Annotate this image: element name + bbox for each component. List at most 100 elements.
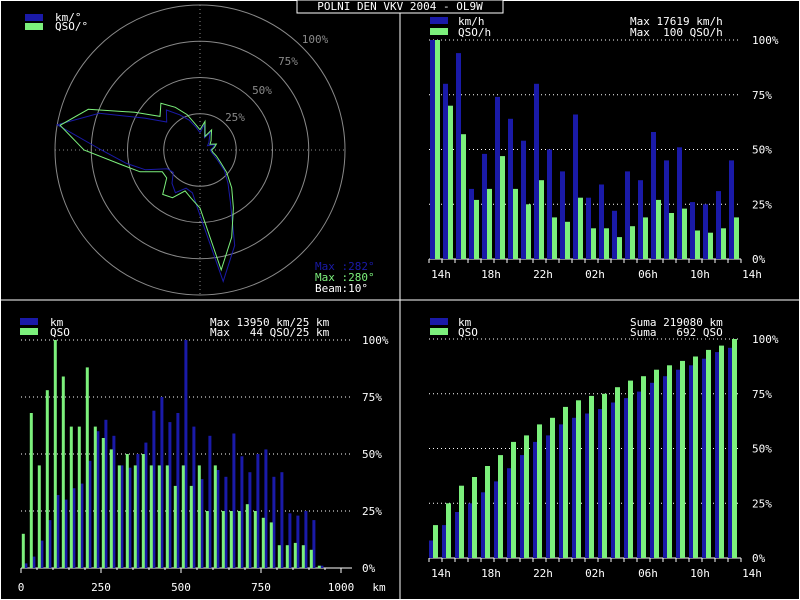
cumulative-bar-s2-19 xyxy=(680,360,685,558)
distance-chart: km QSO Max 13950 km/25 km Max 44 QSO/25 … xyxy=(18,316,389,594)
cumulative-bar-s2-22 xyxy=(719,345,724,558)
hourly-y-tick-100: 100% xyxy=(752,34,779,47)
hourly-x-tick-label-1: 18h xyxy=(481,268,501,281)
distance-bar-s2-35 xyxy=(301,545,305,568)
cumulative-bar-s2-1 xyxy=(446,503,451,559)
distance-bar-s2-3 xyxy=(45,390,49,568)
distance-bar-s1-21 xyxy=(192,426,196,568)
distance-x-tick-label-5: km xyxy=(372,581,386,594)
distance-bar-s1-2 xyxy=(40,540,44,568)
cumulative-bar-s1-6 xyxy=(507,468,512,558)
distance-bar-s1-33 xyxy=(288,513,292,568)
distance-bar-s2-21 xyxy=(189,485,193,568)
polar-series-1-line xyxy=(55,109,236,283)
cumulative-bar-s1-12 xyxy=(585,413,590,558)
distance-y-tick-50: 50% xyxy=(362,448,382,461)
distance-bar-s2-32 xyxy=(277,545,281,568)
distance-bar-s1-26 xyxy=(232,433,236,568)
cumulative-bar-s2-18 xyxy=(667,365,672,558)
hourly-bar-s1-12 xyxy=(586,197,591,259)
distance-bar-s1-25 xyxy=(224,476,228,568)
distance-bar-s2-28 xyxy=(245,504,249,568)
cumulative-bar-s2-7 xyxy=(524,435,529,558)
hourly-bar-s2-20 xyxy=(695,230,700,259)
hourly-legend-label-2: QSO/h xyxy=(458,26,491,39)
cumulative-chart: km QSO Suma 219080 km Suma 692 QSO 100% 7… xyxy=(428,316,779,580)
polar-legend-swatch-2 xyxy=(25,23,43,30)
cumulative-bar-s2-13 xyxy=(602,393,607,559)
distance-bar-s1-19 xyxy=(176,413,180,568)
distance-bar-s2-30 xyxy=(261,517,265,568)
distance-bar-s1-8 xyxy=(88,460,92,568)
cumulative-bar-s2-11 xyxy=(576,400,581,558)
hourly-legend-swatch-1 xyxy=(430,17,448,24)
cumulative-bar-s1-10 xyxy=(559,424,564,558)
hourly-bar-s1-18 xyxy=(664,160,669,259)
distance-bar-s2-37 xyxy=(317,565,321,568)
hourly-y-tick-25: 25% xyxy=(752,198,772,211)
polar-ring-label-4: 100% xyxy=(302,33,329,46)
distance-bar-s1-28 xyxy=(248,472,252,568)
distance-bar-s2-7 xyxy=(77,426,81,568)
hourly-bar-s2-5 xyxy=(500,156,505,259)
distance-bar-s1-7 xyxy=(80,483,84,568)
cumulative-bar-s1-23 xyxy=(728,347,733,558)
cumulative-bar-s1-18 xyxy=(663,376,668,558)
hourly-bar-s1-21 xyxy=(703,204,708,260)
distance-bar-s2-33 xyxy=(285,545,289,568)
cumulative-x-tick-label-3: 02h xyxy=(585,567,605,580)
cumulative-x-tick-label-6: 14h xyxy=(742,567,762,580)
distance-bar-s1-29 xyxy=(256,454,260,568)
hourly-x-tick-label-0: 14h xyxy=(431,268,451,281)
cumulative-bar-s2-0 xyxy=(433,525,438,558)
distance-bar-s2-34 xyxy=(293,542,297,568)
hourly-bar-s2-10 xyxy=(565,221,570,259)
distance-bar-s1-30 xyxy=(264,449,268,568)
distance-bar-s2-19 xyxy=(173,485,177,568)
distance-legend-swatch-2 xyxy=(20,328,38,335)
cumulative-stat-2: Suma 692 QSO xyxy=(630,326,723,339)
cumulative-bar-s2-6 xyxy=(511,441,516,558)
distance-bar-s2-29 xyxy=(253,511,257,568)
polar-chart: km/° QSO/° Max :282° Max :280° Beam:10° … xyxy=(25,4,375,296)
hourly-bar-s2-1 xyxy=(448,105,453,259)
distance-bar-s1-4 xyxy=(56,495,60,568)
cumulative-bar-s2-10 xyxy=(563,406,568,558)
hourly-bar-s2-11 xyxy=(578,197,583,259)
cumulative-y-tick-100: 100% xyxy=(752,333,779,346)
distance-bar-s1-22 xyxy=(200,479,204,568)
distance-bar-s1-37 xyxy=(320,565,324,568)
distance-bar-s2-15 xyxy=(141,454,145,568)
cumulative-bar-s1-14 xyxy=(611,402,616,558)
cumulative-bar-s2-23 xyxy=(732,339,737,558)
cumulative-y-tick-25: 25% xyxy=(752,497,772,510)
distance-bar-s1-17 xyxy=(160,397,164,568)
cumulative-bar-s2-4 xyxy=(485,466,490,558)
cumulative-bar-s1-19 xyxy=(676,369,681,558)
hourly-bar-s1-0 xyxy=(430,40,435,259)
hourly-bar-s2-9 xyxy=(552,217,557,259)
hourly-bar-s1-6 xyxy=(508,118,513,259)
distance-bar-s2-13 xyxy=(125,454,129,568)
hourly-chart: km/h QSO/h Max 17619 km/h Max 100 QSO/h … xyxy=(428,15,779,281)
cumulative-bar-s2-2 xyxy=(459,485,464,558)
title-box xyxy=(296,0,504,14)
cumulative-bar-s2-5 xyxy=(498,455,503,558)
cumulative-bar-s1-20 xyxy=(689,365,694,558)
hourly-bar-s2-7 xyxy=(526,204,531,260)
cumulative-bar-s1-3 xyxy=(468,503,473,559)
distance-bar-s2-20 xyxy=(181,465,185,568)
hourly-bar-s1-10 xyxy=(560,171,565,259)
cumulative-y-tick-75: 75% xyxy=(752,388,772,401)
distance-bar-s2-25 xyxy=(221,511,225,568)
distance-x-tick-label-4: 1000 xyxy=(328,581,355,594)
distance-x-tick-label-2: 500 xyxy=(171,581,191,594)
distance-bar-s1-0 xyxy=(24,563,28,568)
cumulative-bar-s1-11 xyxy=(572,417,577,558)
hourly-bar-s1-19 xyxy=(677,147,682,259)
hourly-bar-s1-4 xyxy=(482,153,487,259)
hourly-bar-s2-8 xyxy=(539,180,544,259)
hourly-stat-2: Max 100 QSO/h xyxy=(630,26,723,39)
distance-stat-1: Max 13950 km/25 km xyxy=(210,316,330,329)
cumulative-bar-s2-9 xyxy=(550,417,555,558)
